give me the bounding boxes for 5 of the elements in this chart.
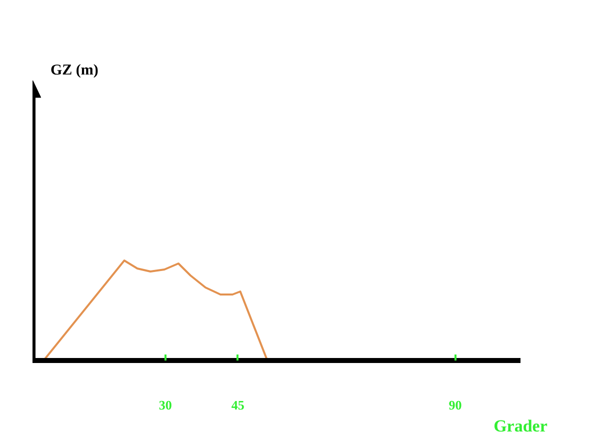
x-tick-label: 45 [231, 398, 245, 412]
x-tick-label: 90 [448, 398, 462, 412]
x-axis-title: Grader [494, 416, 548, 436]
text: GZ (m) [50, 62, 98, 78]
x-tick-label: 30 [158, 398, 172, 412]
